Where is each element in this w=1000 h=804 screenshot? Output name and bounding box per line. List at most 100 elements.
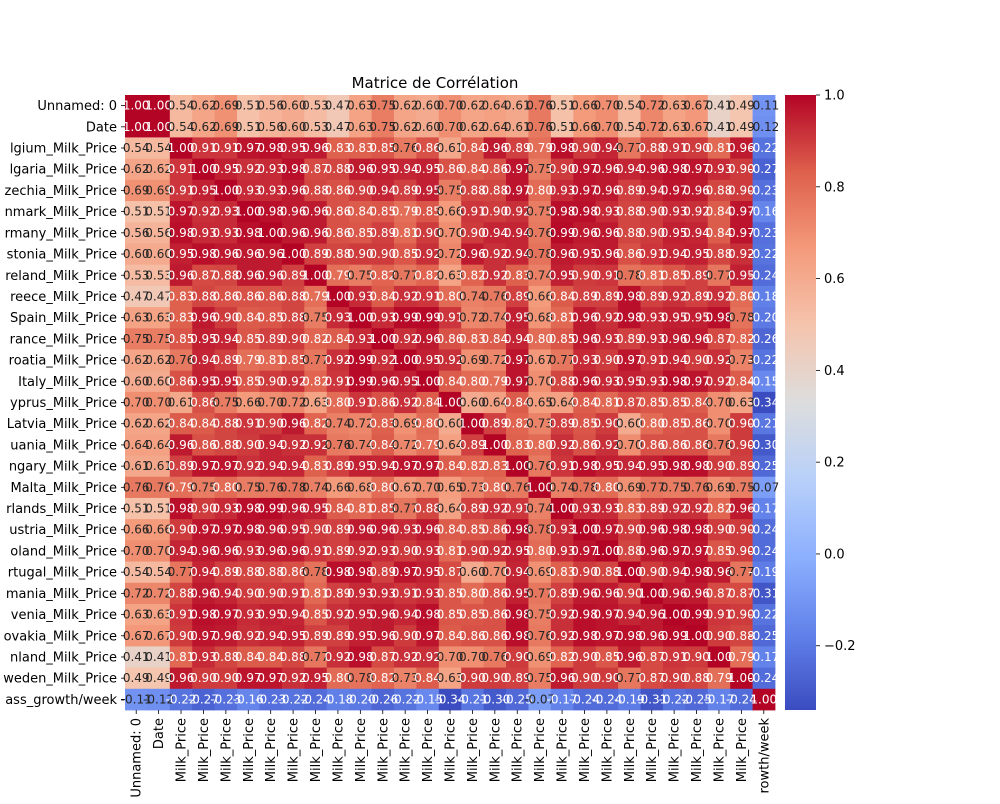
heatmap-cell: [461, 582, 485, 605]
cell-annotation: 0.85: [549, 332, 576, 346]
cell-annotation: 0.56: [257, 99, 284, 113]
cell-annotation: 0.89: [571, 289, 598, 303]
cell-annotation: 0.70: [145, 544, 172, 558]
heatmap-cell: [237, 370, 260, 393]
heatmap-cell: [416, 137, 440, 160]
heatmap-cell: [573, 646, 597, 668]
cell-annotation: 0.54: [123, 141, 150, 155]
colorbar-tick-label: 0.6: [824, 272, 845, 287]
cell-annotation: 0.96: [302, 226, 329, 240]
heatmap-cell: [528, 413, 552, 435]
cell-annotation: 0.86: [437, 162, 464, 176]
heatmap-cell: [550, 413, 574, 435]
cell-annotation: 0.94: [392, 608, 419, 622]
heatmap-cell: [707, 582, 731, 605]
heatmap-cell: [125, 646, 148, 668]
heatmap-cell: [506, 179, 529, 202]
heatmap-cell: [371, 582, 395, 605]
heatmap-cell: [506, 455, 529, 478]
cell-annotation: 0.61: [145, 459, 172, 473]
heatmap-cell: [685, 179, 709, 202]
heatmap-cell: [192, 688, 216, 711]
heatmap-cell: [125, 264, 148, 287]
heatmap-cell: [304, 476, 328, 499]
heatmap-cell: [214, 179, 238, 202]
cell-annotation: 0.91: [638, 353, 665, 367]
cell-annotation: 0.84: [414, 396, 441, 410]
cell-annotation: 0.76: [526, 459, 553, 473]
cell-annotation: 0.67: [123, 629, 150, 643]
cell-annotation: 0.86: [325, 183, 352, 197]
cell-annotation: 0.74: [526, 268, 553, 282]
cell-annotation: 0.96: [414, 523, 441, 537]
cell-annotation: 0.84: [504, 396, 531, 410]
heatmap-cell: [730, 222, 753, 244]
cell-annotation: 0.92: [706, 289, 733, 303]
heatmap-cell: [662, 625, 686, 647]
cell-annotation: 0.75: [437, 183, 464, 197]
cell-annotation: 0.68: [347, 480, 374, 494]
cell-annotation: -0.22: [278, 692, 309, 706]
cell-annotation: -0.17: [703, 692, 734, 706]
heatmap-cell: [192, 370, 216, 393]
cell-annotation: 0.98: [683, 565, 710, 579]
heatmap-cell: [573, 328, 597, 350]
cell-annotation: 0.95: [280, 141, 307, 155]
cell-annotation: 0.84: [325, 332, 352, 346]
heatmap-cell: [214, 497, 238, 520]
cell-annotation: 0.93: [369, 544, 396, 558]
cell-annotation: 0.86: [280, 565, 307, 579]
heatmap-cell: [573, 95, 597, 117]
cell-annotation: 0.83: [459, 332, 486, 346]
cell-annotation: 0.49: [728, 99, 755, 113]
cell-annotation: -0.22: [165, 692, 196, 706]
heatmap-cell: [752, 95, 776, 117]
cell-annotation: 0.96: [594, 226, 621, 240]
cell-annotation: 0.90: [683, 353, 710, 367]
heatmap-cell: [438, 434, 462, 456]
heatmap-cell: [618, 179, 641, 202]
cell-annotation: 0.91: [392, 586, 419, 600]
heatmap-cell: [214, 561, 238, 584]
cell-annotation: 1.00: [213, 183, 240, 197]
heatmap-cell: [730, 137, 753, 160]
cell-annotation: 0.80: [728, 289, 755, 303]
heatmap-cell: [461, 476, 485, 499]
heatmap-cell: [169, 137, 193, 160]
heatmap-cell: [349, 561, 372, 584]
heatmap-cell: [528, 688, 552, 711]
heatmap-cell: [349, 328, 372, 350]
cell-annotation: 0.63: [145, 608, 172, 622]
cell-annotation: 0.98: [325, 565, 352, 579]
heatmap-cell: [528, 137, 552, 160]
cell-annotation: 0.92: [369, 353, 396, 367]
heatmap-cell: [393, 497, 417, 520]
cell-annotation: -0.20: [748, 311, 779, 325]
heatmap-cell: [349, 243, 372, 266]
cell-annotation: 0.84: [437, 374, 464, 388]
heatmap-cell: [595, 455, 619, 478]
cell-annotation: 0.89: [683, 289, 710, 303]
cell-annotation: 0.90: [683, 650, 710, 664]
heatmap-cell: [237, 137, 260, 160]
cell-annotation: 0.92: [594, 311, 621, 325]
column-label: Milk_Price: [668, 718, 683, 782]
heatmap-cell: [752, 137, 776, 160]
cell-annotation: 0.93: [638, 374, 665, 388]
heatmap-cell: [147, 285, 171, 308]
heatmap-cell: [506, 497, 529, 520]
heatmap-cell: [707, 307, 731, 329]
cell-annotation: 0.80: [437, 289, 464, 303]
heatmap-cell: [192, 497, 216, 520]
heatmap-cell: [326, 349, 350, 372]
heatmap-cell: [192, 285, 216, 308]
cell-annotation: 0.62: [190, 120, 217, 134]
cell-annotation: 0.77: [392, 502, 419, 516]
cell-annotation: 1.00: [235, 205, 262, 219]
heatmap-cell: [259, 137, 283, 160]
heatmap-cell: [349, 455, 372, 478]
heatmap-cell: [573, 243, 597, 266]
heatmap-cell: [528, 201, 552, 223]
heatmap-cell: [662, 540, 686, 562]
cell-annotation: 0.91: [638, 247, 665, 261]
